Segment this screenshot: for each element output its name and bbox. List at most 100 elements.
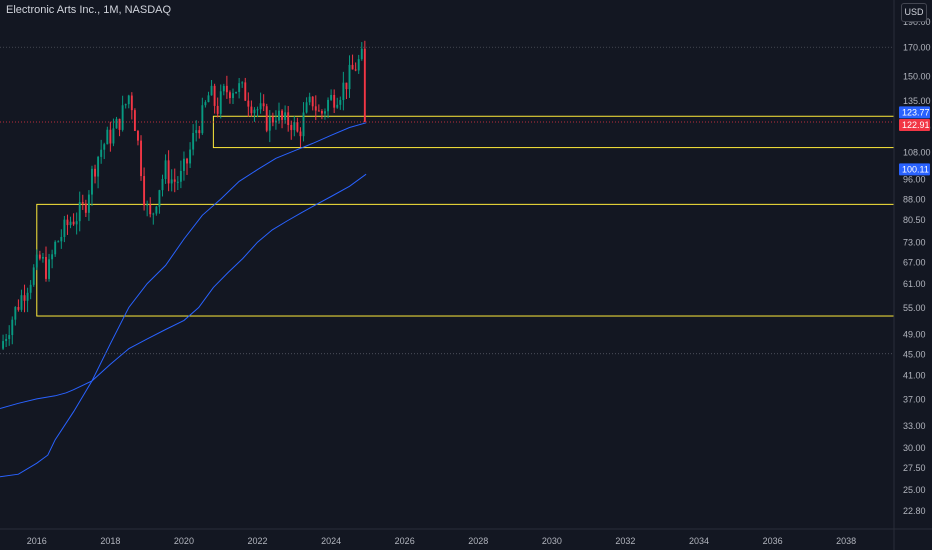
- candle: [2, 341, 5, 349]
- price-label-text: 122.91: [902, 120, 930, 130]
- candle: [81, 202, 84, 204]
- candle: [195, 130, 198, 133]
- moving-average-line-2: [0, 122, 367, 478]
- price-label-bg: [899, 118, 930, 131]
- y-tick-label: 22.80: [903, 506, 926, 516]
- x-tick-label: 2032: [615, 536, 635, 546]
- candle: [72, 221, 75, 225]
- candle: [173, 179, 176, 182]
- candle: [35, 254, 38, 268]
- candle: [284, 112, 287, 120]
- candle: [51, 254, 54, 260]
- y-tick-label: 55.00: [903, 303, 926, 313]
- candle: [23, 295, 26, 301]
- candle: [146, 204, 149, 206]
- candle: [143, 176, 146, 206]
- candle: [127, 95, 130, 105]
- y-tick-label: 30.00: [903, 443, 926, 453]
- candle: [271, 116, 274, 123]
- candle: [140, 140, 142, 177]
- candle: [250, 106, 253, 114]
- y-tick-label: 135.00: [903, 96, 931, 106]
- candle: [124, 104, 127, 106]
- candle: [296, 122, 299, 132]
- candle: [60, 236, 63, 242]
- candle: [38, 254, 41, 259]
- y-tick-label: 33.00: [903, 421, 926, 431]
- chart-title: Electronic Arts Inc., 1M, NASDAQ: [6, 4, 172, 16]
- x-tick-label: 2028: [468, 536, 488, 546]
- price-label: 123.77: [899, 106, 930, 119]
- candle: [363, 48, 366, 123]
- candle: [8, 335, 11, 339]
- y-tick-label: 108.00: [903, 147, 931, 157]
- currency-button[interactable]: USD: [901, 3, 927, 22]
- price-label: 122.91: [899, 118, 930, 131]
- candle: [54, 241, 57, 255]
- moving-average-line-1: [0, 173, 367, 409]
- candle: [14, 307, 17, 320]
- candle: [75, 221, 78, 225]
- y-tick-label: 27.50: [903, 463, 926, 473]
- candle: [293, 122, 296, 131]
- candle: [17, 307, 20, 310]
- y-tick-label: 25.00: [903, 485, 926, 495]
- candle: [158, 190, 161, 207]
- candle: [48, 259, 51, 279]
- candle: [244, 82, 247, 101]
- x-tick-label: 2034: [689, 536, 709, 546]
- y-tick-label: 67.00: [903, 257, 926, 267]
- candle: [235, 91, 238, 94]
- candle: [170, 179, 173, 184]
- candle: [228, 92, 231, 99]
- price-lines: [0, 46, 894, 355]
- y-tick-label: 96.00: [903, 174, 926, 184]
- candle: [121, 105, 124, 130]
- candle: [137, 130, 139, 141]
- x-tick-label: 2030: [542, 536, 562, 546]
- candle: [133, 110, 136, 131]
- candle: [314, 106, 317, 111]
- candle: [278, 110, 280, 121]
- x-tick-label: 2018: [100, 536, 120, 546]
- candle: [238, 83, 241, 92]
- candle: [357, 59, 360, 71]
- x-tick-label: 2036: [763, 536, 783, 546]
- y-tick-label: 190.00: [903, 17, 931, 27]
- moving-averages: [0, 122, 367, 478]
- candle: [339, 100, 342, 105]
- candle: [198, 130, 201, 134]
- candle: [97, 156, 100, 177]
- candle: [130, 95, 133, 111]
- candle: [207, 95, 210, 103]
- price-label-bg: [899, 163, 930, 176]
- candle: [299, 131, 302, 137]
- candle: [106, 129, 109, 145]
- candle: [351, 64, 354, 70]
- candle: [253, 109, 256, 114]
- candle: [167, 160, 170, 184]
- candle: [216, 105, 219, 114]
- candle: [109, 129, 112, 144]
- candle: [57, 241, 60, 243]
- candle: [247, 100, 250, 107]
- candle: [20, 295, 23, 310]
- candles: [2, 40, 366, 351]
- candle: [186, 158, 188, 164]
- candle: [311, 96, 314, 107]
- candle: [112, 128, 115, 144]
- candle: [324, 111, 326, 114]
- candle: [26, 292, 29, 301]
- x-tick-label: 2022: [248, 536, 268, 546]
- candle: [345, 82, 348, 90]
- candle: [179, 170, 182, 182]
- candle: [63, 219, 66, 237]
- candle: [78, 202, 81, 222]
- candle: [5, 338, 8, 342]
- y-tick-label: 150.00: [903, 72, 931, 82]
- candle: [302, 112, 305, 137]
- x-tick-label: 2020: [174, 536, 194, 546]
- candle: [259, 103, 262, 110]
